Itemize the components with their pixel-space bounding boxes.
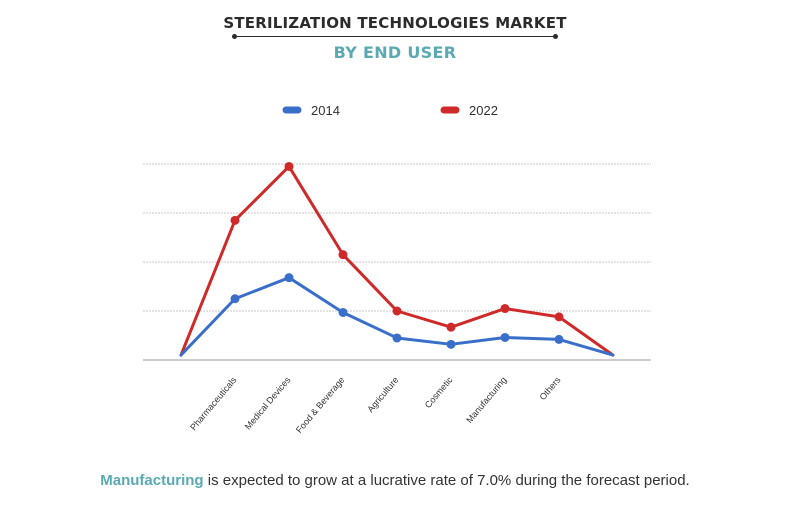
data-point-2014: [392, 333, 402, 343]
data-point-2014: [446, 339, 456, 349]
data-point-2022: [230, 215, 240, 225]
chart-subtitle: BY END USER: [333, 43, 457, 62]
footer-text: is expected to grow at a lucrative rate …: [203, 472, 690, 489]
data-point-2014: [284, 273, 294, 283]
data-point-2014: [338, 307, 348, 317]
data-point-2022: [446, 322, 456, 332]
legend-label-2014: 2014: [311, 103, 340, 118]
data-point-2014: [230, 294, 240, 304]
title-underline: [232, 34, 558, 39]
footer-note: Manufacturing is expected to grow at a l…: [0, 472, 790, 489]
legend-label-2022: 2022: [469, 103, 498, 118]
x-tick-label: Food & Beverage: [294, 375, 347, 435]
data-point-2014: [500, 332, 510, 342]
series-line-2022: [179, 164, 615, 357]
x-tick-label: Manufacturing: [464, 375, 508, 425]
data-point-2022: [392, 306, 402, 316]
x-tick-label: Pharmaceuticals: [188, 374, 239, 432]
data-point-2014: [554, 334, 564, 344]
x-tick-label: Others: [538, 374, 563, 402]
title-block: STERILIZATION TECHNOLOGIES MARKET BY END…: [0, 14, 790, 62]
data-point-2022: [284, 161, 294, 171]
data-point-2022: [554, 312, 564, 322]
chart-title: STERILIZATION TECHNOLOGIES MARKET: [223, 14, 567, 32]
footer-highlight: Manufacturing: [100, 472, 204, 489]
x-tick-label: Medical Devices: [243, 374, 293, 431]
data-point-2022: [500, 304, 510, 314]
data-point-2022: [338, 250, 348, 260]
x-tick-label: Cosmetic: [423, 374, 455, 410]
x-tick-label: Agriculture: [365, 375, 400, 414]
